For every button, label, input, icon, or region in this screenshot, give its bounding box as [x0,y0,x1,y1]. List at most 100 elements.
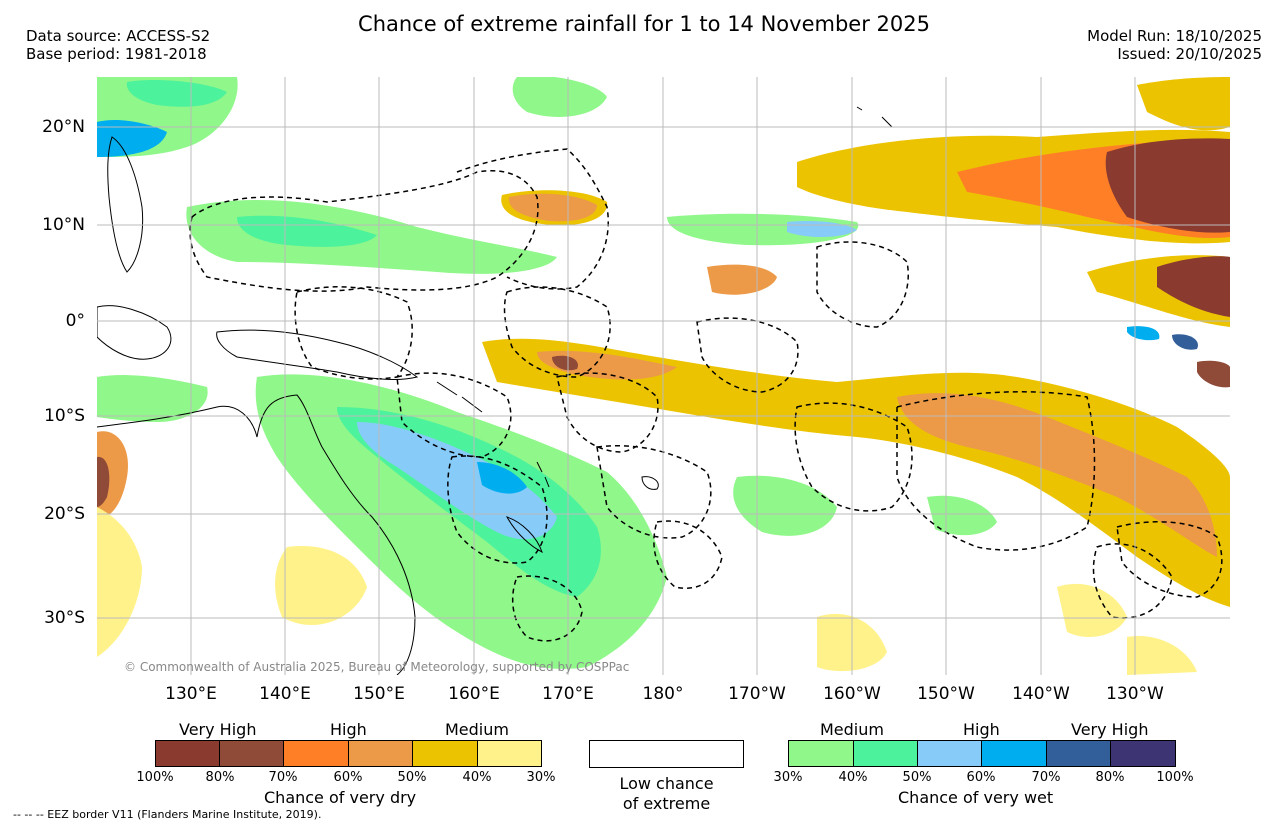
eez-tonga [653,520,723,589]
wet-tick-70: 70% [1031,770,1061,785]
dry-band-east-small [1197,360,1230,388]
lon-tick-170e: 170°E [542,684,594,704]
dry-swatch-100-80 [155,740,220,767]
new-guinea-coast [216,329,419,380]
lat-tick-20s: 20°S [44,504,85,524]
dry-swatch-40-30 [477,740,542,767]
data-source: Data source: ACCESS-S2 [26,27,211,45]
wet-southwest-deep [477,462,527,494]
copyright-notice: © Commonwealth of Australia 2025, Bureau… [124,660,630,674]
lat-tick-0: 0° [65,311,85,331]
dry-heading-very-high: Very High [179,720,257,739]
wet-swatch-30-40 [788,740,854,767]
lat-tick-20n: 20°N [42,117,85,137]
dry-region-mid-pacific [707,264,777,295]
coastlines [97,106,893,675]
issued-date: Issued: 20/10/2025 [1117,45,1262,63]
lon-tick-170w: 170°W [728,684,786,704]
hawaii-islands [856,106,893,128]
solomon-islands [436,381,483,413]
low-chance-caption: Low chance of extreme [589,774,744,814]
dry-west [97,431,1197,675]
eez-cook-islands [794,402,913,512]
map-title: Chance of extreme rainfall for 1 to 14 N… [358,12,930,36]
dry-heading-medium: Medium [445,720,509,739]
dry-swatch-70-60 [283,740,349,767]
wet-north-small [512,77,607,117]
dry-southwest-pale [275,546,367,626]
dry-band-main [482,338,1230,607]
eez-marshall [456,148,609,290]
wet-swatch-50-60 [917,740,982,767]
dry-west-australia-core [97,456,110,507]
wet-swatch-60-70 [981,740,1047,767]
base-period: Base period: 1981-2018 [26,45,207,63]
wet-mid-south [733,475,837,536]
lat-tick-10n: 10°N [42,215,85,235]
gridlines [97,77,1230,675]
lon-tick-150e: 150°E [353,684,405,704]
dry-band-vhigh [552,355,578,371]
indonesia-coast [97,305,172,360]
source-info: Data source: ACCESS-S2 Base period: 1981… [26,27,210,63]
lon-tick-160e: 160°E [448,684,500,704]
eez-far-east [1116,521,1223,598]
low-chance-swatch [589,740,744,768]
eez-palau-fsm [189,170,539,292]
eez-southwest [511,575,583,642]
wet-heading-medium: Medium [820,720,884,739]
wet-tick-80: 80% [1095,770,1125,785]
dry-swatch-60-50 [348,740,413,767]
dry-heading-high: High [330,720,367,739]
wet-swatch-70-80 [1046,740,1111,767]
dry-tick-40: 40% [462,770,492,785]
eez-kiribati-line [696,317,799,393]
wet-north-band-core [237,215,377,247]
philippines-coast [107,136,144,273]
eez-fiji [596,444,712,539]
wet-swatch-80-100 [1110,740,1176,767]
lon-tick-160w: 160°W [823,684,881,704]
wet-far-west [97,375,208,422]
lon-tick-150w: 150°W [917,684,975,704]
vanuatu [536,461,550,488]
dry-region-north-top [1137,77,1230,131]
dry-tick-60: 60% [333,770,363,785]
wet-swatch-40-50 [853,740,918,767]
wet-tick-30: 30% [773,770,803,785]
dry-far-southeast-pale [1127,636,1197,675]
wet-heading-high: High [963,720,1000,739]
lon-tick-140e: 140°E [259,684,311,704]
wet-heading-very-high: Very High [1071,720,1149,739]
wet-tick-100: 100% [1156,770,1194,785]
australia-coast [97,394,416,675]
eez-french-polynesia [896,391,1096,551]
wet-caption: Chance of very wet [898,788,1054,807]
low-chance-line1: Low chance [619,774,714,793]
dry-swatch-80-70 [219,740,284,767]
dry-tick-30: 30% [526,770,556,785]
wet-regions [97,77,1198,669]
wet-northwest-core [97,120,167,157]
lon-tick-180: 180° [642,684,684,704]
lon-tick-130e: 130°E [165,684,217,704]
lat-tick-10s: 10°S [44,406,85,426]
wet-east-small-2 [1172,334,1198,350]
fiji [641,476,659,490]
eez-kiribati-east [816,241,909,328]
wet-tick-40: 40% [838,770,868,785]
dry-caption: Chance of very dry [264,788,417,807]
dry-west-medium [97,507,142,657]
eez-solomon [396,372,512,458]
eez-note: -- -- -- EEZ border V11 (Flanders Marine… [13,808,322,821]
run-info: Model Run: 18/10/2025 Issued: 20/10/2025 [1087,27,1262,63]
dry-region-north-east-vhigh [1105,138,1230,233]
eez-tuvalu [556,372,659,453]
rainfall-map[interactable] [97,77,1230,675]
lat-tick-30s: 30°S [44,608,85,628]
dry-band-east-high [897,393,1217,557]
wet-tick-50: 50% [902,770,932,785]
new-caledonia [505,516,543,553]
dry-swatch-50-40 [412,740,478,767]
wet-southwest-core [357,422,557,540]
